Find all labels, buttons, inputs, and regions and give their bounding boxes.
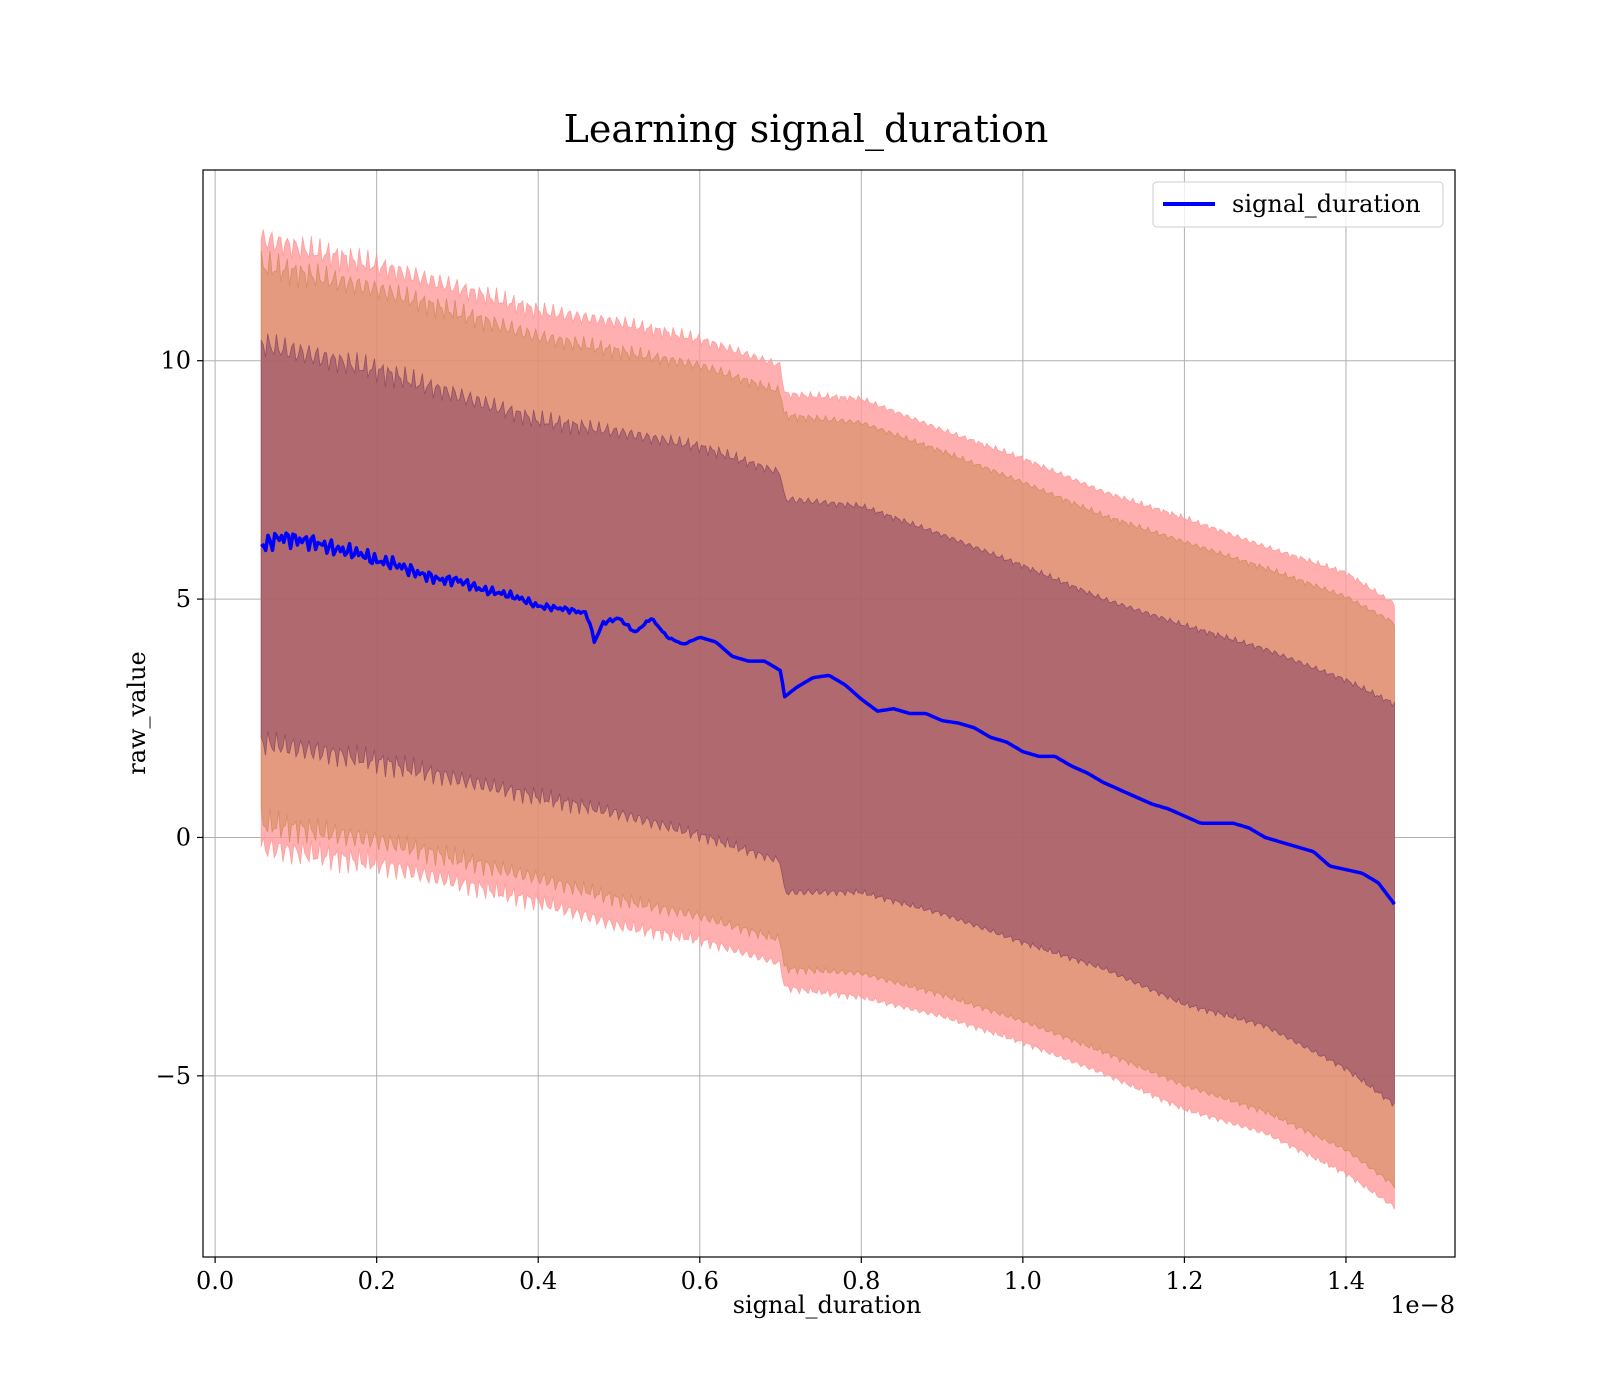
confidence-bands bbox=[260, 229, 1395, 1210]
x-tick-label: 1.0 bbox=[1004, 1267, 1042, 1295]
series-lines bbox=[260, 531, 1396, 906]
x-tick-label: 0.4 bbox=[519, 1267, 557, 1295]
x-tick-label: 1.4 bbox=[1327, 1267, 1365, 1295]
x-tick-label: 0.0 bbox=[196, 1267, 234, 1295]
x-axis: 0.0 0.2 0.4 0.6 0.8 1.0 1.2 1.4 bbox=[196, 1257, 1365, 1295]
x-axis-label: signal_duration bbox=[733, 1291, 922, 1319]
y-tick-label: 10 bbox=[160, 347, 191, 375]
x-tick-label: 0.2 bbox=[358, 1267, 396, 1295]
band-inner bbox=[260, 333, 1395, 1107]
x-tick-label: 1.2 bbox=[1165, 1267, 1203, 1295]
y-axis-label: raw_value bbox=[123, 651, 151, 775]
legend: signal_duration bbox=[1152, 181, 1444, 228]
y-tick-label: −5 bbox=[156, 1062, 191, 1090]
chart-title: Learning signal_duration bbox=[564, 107, 1049, 152]
x-tick-label: 0.8 bbox=[842, 1267, 880, 1295]
x-offset-label: 1e−8 bbox=[1390, 1291, 1455, 1319]
series-line bbox=[260, 531, 1396, 906]
legend-label: signal_duration bbox=[1232, 190, 1421, 218]
x-tick-label: 0.6 bbox=[681, 1267, 719, 1295]
y-tick-label: 5 bbox=[176, 585, 191, 613]
y-axis: −5 0 5 10 bbox=[156, 347, 203, 1090]
plot-frame bbox=[202, 169, 1456, 1258]
legend-box bbox=[1152, 181, 1444, 228]
y-tick-label: 0 bbox=[176, 823, 191, 851]
